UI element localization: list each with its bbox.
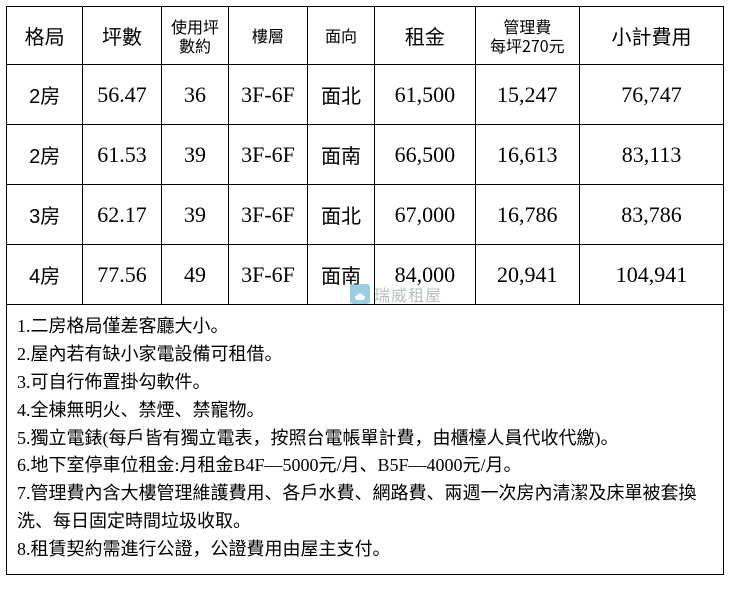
cell-layout: 2房 xyxy=(7,65,83,125)
note-line-5: 5.獨立電錶(每戶皆有獨立電表，按照台電帳單計費，由櫃檯人員代收代繳)。 xyxy=(17,425,713,453)
cell-layout: 2房 xyxy=(7,125,83,185)
col-header-3: 樓層 xyxy=(229,7,307,65)
note-line-4: 4.全棟無明火、禁煙、禁寵物。 xyxy=(17,397,713,425)
cell-dir: 面南 xyxy=(307,245,375,305)
cell-floor: 3F-6F xyxy=(229,65,307,125)
cell-mgmt: 16,786 xyxy=(475,185,580,245)
col-header-0: 格局 xyxy=(7,7,83,65)
cell-ping: 77.56 xyxy=(83,245,161,305)
col-header-6: 管理費每坪270元 xyxy=(475,7,580,65)
col-header-2: 使用坪數約 xyxy=(161,7,229,65)
table-row: 2房61.53393F-6F面南66,50016,61383,113 xyxy=(7,125,724,185)
cell-rent: 67,000 xyxy=(375,185,475,245)
col-header-7: 小計費用 xyxy=(580,7,724,65)
notes-row: 1.二房格局僅差客廳大小。2.屋內若有缺小家電設備可租借。3.可自行佈置掛勾軟件… xyxy=(7,305,724,575)
cell-ping: 56.47 xyxy=(83,65,161,125)
cell-layout: 3房 xyxy=(7,185,83,245)
table-body: 2房56.47363F-6F面北61,50015,24776,7472房61.5… xyxy=(7,65,724,575)
cell-ping: 62.17 xyxy=(83,185,161,245)
note-line-7: 7.管理費內含大樓管理維護費用、各戶水費、網路費、兩週一次房內清潔及床單被套換洗… xyxy=(17,480,713,536)
cell-ping: 61.53 xyxy=(83,125,161,185)
table-row: 3房62.17393F-6F面北67,00016,78683,786 xyxy=(7,185,724,245)
cell-dir: 面北 xyxy=(307,65,375,125)
cell-floor: 3F-6F xyxy=(229,125,307,185)
notes-cell: 1.二房格局僅差客廳大小。2.屋內若有缺小家電設備可租借。3.可自行佈置掛勾軟件… xyxy=(7,305,724,575)
cell-subtotal: 76,747 xyxy=(580,65,724,125)
header-row: 格局坪數使用坪數約樓層面向租金管理費每坪270元小計費用 xyxy=(7,7,724,65)
cell-floor: 3F-6F xyxy=(229,245,307,305)
cell-mgmt: 16,613 xyxy=(475,125,580,185)
cell-subtotal: 104,941 xyxy=(580,245,724,305)
note-line-1: 1.二房格局僅差客廳大小。 xyxy=(17,313,713,341)
cell-rent: 84,000 xyxy=(375,245,475,305)
note-line-2: 2.屋內若有缺小家電設備可租借。 xyxy=(17,341,713,369)
pricing-table: 格局坪數使用坪數約樓層面向租金管理費每坪270元小計費用 2房56.47363F… xyxy=(6,6,724,575)
col-header-4: 面向 xyxy=(307,7,375,65)
cell-rent: 61,500 xyxy=(375,65,475,125)
cell-usable: 49 xyxy=(161,245,229,305)
cell-dir: 面北 xyxy=(307,185,375,245)
cell-rent: 66,500 xyxy=(375,125,475,185)
note-line-3: 3.可自行佈置掛勾軟件。 xyxy=(17,369,713,397)
cell-dir: 面南 xyxy=(307,125,375,185)
note-line-8: 8.租賃契約需進行公證，公證費用由屋主支付。 xyxy=(17,536,713,564)
cell-usable: 39 xyxy=(161,185,229,245)
cell-mgmt: 20,941 xyxy=(475,245,580,305)
table-row: 4房77.56493F-6F面南84,00020,941104,941 xyxy=(7,245,724,305)
note-line-6: 6.地下室停車位租金:月租金B4F—5000元/月、B5F—4000元/月。 xyxy=(17,452,713,480)
cell-usable: 39 xyxy=(161,125,229,185)
cell-floor: 3F-6F xyxy=(229,185,307,245)
cell-mgmt: 15,247 xyxy=(475,65,580,125)
cell-usable: 36 xyxy=(161,65,229,125)
cell-layout: 4房 xyxy=(7,245,83,305)
table-row: 2房56.47363F-6F面北61,50015,24776,747 xyxy=(7,65,724,125)
cell-subtotal: 83,786 xyxy=(580,185,724,245)
cell-subtotal: 83,113 xyxy=(580,125,724,185)
col-header-1: 坪數 xyxy=(83,7,161,65)
col-header-5: 租金 xyxy=(375,7,475,65)
